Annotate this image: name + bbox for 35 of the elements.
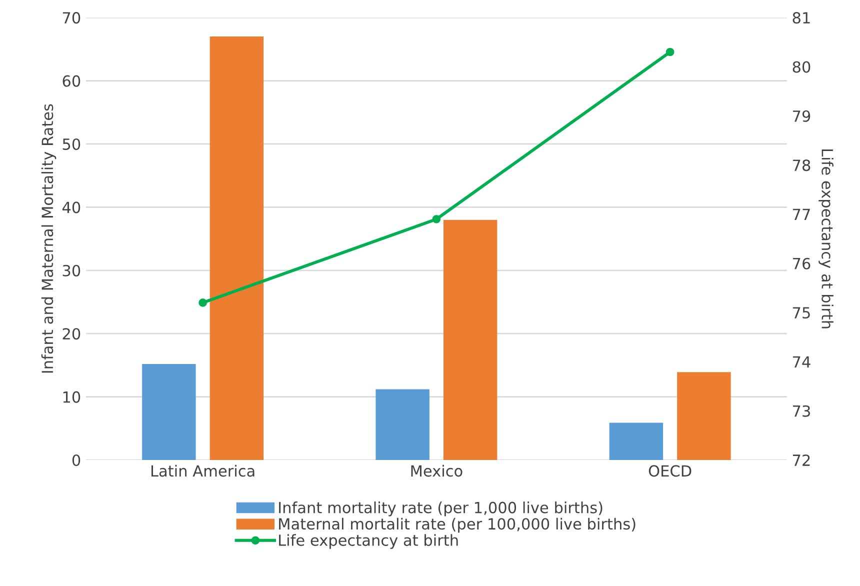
bar: [142, 364, 196, 460]
y-tick-label: 60: [62, 75, 80, 87]
y2-tick-label: 74: [793, 356, 810, 368]
bar: [677, 372, 731, 460]
legend-label: Maternal mortalit rate (per 100,000 live births): [279, 518, 636, 533]
y2-tick-label: 73: [793, 405, 810, 417]
x-tick-label: OECD: [648, 465, 692, 477]
point: [666, 48, 674, 56]
point: [432, 214, 441, 224]
y-tick-label: 30: [62, 264, 80, 276]
legend-label: Infant mortality rate (per 1,000 live births): [279, 502, 602, 516]
y2-axis-title: Life expectancy at birth: [818, 150, 834, 328]
y-axis-title: Infant and Maternal Mortality Rates: [41, 104, 56, 373]
y2-tick-label: 76: [793, 258, 810, 270]
point: [198, 298, 207, 307]
x-tick-label: Mexico: [411, 464, 462, 477]
bar: [443, 220, 498, 460]
x-tick-label: Latin America: [151, 464, 254, 477]
y-tick-label: 50: [62, 138, 80, 150]
y-tick-label: 10: [63, 391, 80, 403]
y2-tick-label: 75: [793, 307, 810, 319]
legend-label: Life expectancy at birth: [279, 534, 458, 549]
y2-tick-label: 79: [793, 110, 810, 122]
y2-tick-label: 80: [792, 61, 810, 73]
y2-tick-label: 81: [792, 12, 810, 24]
y2-tick-label: 77: [793, 208, 810, 220]
bar: [376, 389, 430, 460]
y2-tick-label: 78: [793, 160, 810, 172]
bar: [210, 36, 264, 460]
y-tick-label: 0: [72, 454, 80, 466]
y-tick-label: 20: [62, 328, 80, 340]
y2-tick-label: 72: [793, 454, 810, 466]
y-tick-label: 40: [62, 202, 80, 214]
bar: [609, 422, 664, 460]
y-tick-label: 70: [62, 12, 80, 24]
